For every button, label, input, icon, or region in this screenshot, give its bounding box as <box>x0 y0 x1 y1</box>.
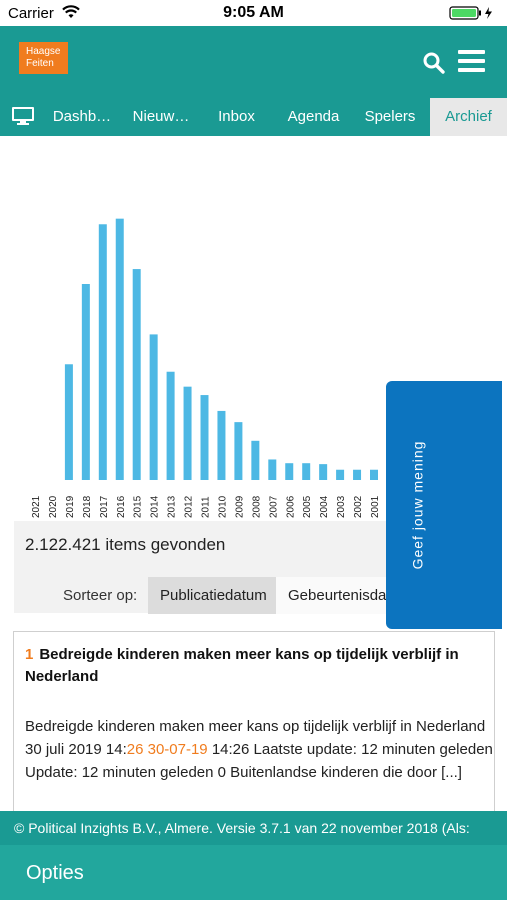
tick-label-2009: 2009 <box>234 495 245 518</box>
search-icon[interactable] <box>422 51 446 75</box>
app-header: Haagse Feiten <box>0 26 507 98</box>
nav-tabs: Dashb… Nieuw… Inbox Agenda Spelers Archi… <box>0 98 507 136</box>
tick-label-2011: 2011 <box>201 496 212 518</box>
bar-2002[interactable] <box>353 469 362 480</box>
tick-label-2005: 2005 <box>302 495 313 518</box>
article-body: Bedreigde kinderen maken meer kans op ti… <box>25 715 495 784</box>
bar-2015[interactable] <box>132 269 141 480</box>
article-card[interactable]: 1 Bedreigde kinderen maken meer kans op t… <box>13 631 495 821</box>
status-bar: Carrier 9:05 AM <box>0 0 507 26</box>
tab-inbox[interactable]: Inbox <box>218 108 255 125</box>
bar-2016[interactable] <box>115 218 124 480</box>
tick-label-2018: 2018 <box>82 495 93 518</box>
feedback-button[interactable]: Geef jouw mening <box>386 381 502 629</box>
bar-2005[interactable] <box>302 463 311 480</box>
bar-2013[interactable] <box>166 371 175 480</box>
bar-2012[interactable] <box>183 386 192 480</box>
tick-label-2006: 2006 <box>285 495 296 518</box>
haagse-feiten-logo[interactable]: Haagse Feiten <box>19 42 68 74</box>
tick-label-2007: 2007 <box>268 495 279 518</box>
carrier-label: Carrier <box>8 5 54 22</box>
tick-label-2017: 2017 <box>99 495 110 518</box>
tick-label-2010: 2010 <box>217 495 228 518</box>
options-label[interactable]: Opties <box>26 862 84 884</box>
archive-year-chart: 2021 2020 2019 2018 2017 2016 2015 2014 2013 2012… <box>31 218 381 518</box>
hamburger-menu-icon[interactable] <box>458 49 485 73</box>
bar-2007[interactable] <box>268 459 277 480</box>
logo-line1: Haagse <box>26 46 61 57</box>
article-title-block[interactable]: 1 Bedreigde kinderen maken meer kans op t… <box>25 644 470 688</box>
bar-2017[interactable] <box>98 224 107 480</box>
tab-spelers[interactable]: Spelers <box>364 108 416 125</box>
tab-archief[interactable]: Archief <box>430 98 507 136</box>
wifi-icon <box>62 5 80 18</box>
article-date-highlight: 26 30-07-19 <box>126 741 208 758</box>
bar-2014[interactable] <box>149 334 158 480</box>
sort-publicatiedatum[interactable]: Publicatiedatum <box>148 577 276 614</box>
tab-nieuws[interactable]: Nieuw… <box>132 108 190 125</box>
bar-2010[interactable] <box>217 410 226 480</box>
bar-2006[interactable] <box>285 463 294 480</box>
tick-label-2004: 2004 <box>319 495 330 518</box>
bar-2004[interactable] <box>319 464 328 480</box>
tick-label-2002: 2002 <box>353 495 364 518</box>
tick-label-2008: 2008 <box>251 495 262 518</box>
bar-2019[interactable] <box>64 364 73 480</box>
sort-gebeurtenisdatum[interactable]: Gebeurtenisdatum <box>276 577 398 614</box>
tick-label-2019: 2019 <box>65 495 76 518</box>
battery-icon <box>449 6 492 20</box>
tab-dashboard[interactable]: Dashb… <box>52 108 112 125</box>
tab-agenda[interactable]: Agenda <box>287 108 340 125</box>
article-body-line1: Bedreigde kinderen maken meer kans op ti… <box>25 718 486 735</box>
sort-label: Sorteer op: <box>63 587 138 604</box>
tick-label-2013: 2013 <box>167 495 178 518</box>
article-date-suffix: 14:26 Laatste update: 12 minuten geleden <box>207 741 493 758</box>
tick-label-2014: 2014 <box>150 495 161 518</box>
article-title[interactable]: Bedreigde kinderen maken meer kans op ti… <box>25 646 459 685</box>
tick-label-2015: 2015 <box>133 495 144 518</box>
tick-label-2001: 2001 <box>370 495 381 518</box>
article-body-line3: Update: 12 minuten geleden 0 Buitenlands… <box>25 764 462 781</box>
article-date-line: 30 juli 2019 14:26 30-07-19 14:26 Laatst… <box>25 738 495 761</box>
bar-2003[interactable] <box>336 469 345 480</box>
tick-label-2021: 2021 <box>31 495 42 518</box>
bar-2008[interactable] <box>251 440 260 480</box>
tick-label-2003: 2003 <box>336 495 347 518</box>
tick-label-2016: 2016 <box>116 495 127 518</box>
results-count: 2.122.421 items gevonden <box>25 535 226 554</box>
logo-line2: Feiten <box>26 58 54 69</box>
tick-label-2012: 2012 <box>184 495 195 518</box>
bar-2011[interactable] <box>200 395 209 480</box>
options-bar[interactable]: Opties <box>0 845 507 900</box>
results-panel: 2.122.421 items gevonden Sorteer op: Pub… <box>14 521 398 614</box>
bar-2018[interactable] <box>81 284 90 480</box>
footer-copyright: © Political Inzights B.V., Almere. Versi… <box>0 811 507 845</box>
status-time: 9:05 AM <box>223 4 284 21</box>
article-date-prefix: 30 juli 2019 14: <box>25 741 127 758</box>
bar-2001[interactable] <box>370 469 378 480</box>
monitor-icon[interactable] <box>11 106 35 126</box>
feedback-label: Geef jouw mening <box>409 440 425 570</box>
article-number: 1 <box>25 646 34 663</box>
bar-2009[interactable] <box>234 422 243 480</box>
tick-label-2020: 2020 <box>48 495 59 518</box>
